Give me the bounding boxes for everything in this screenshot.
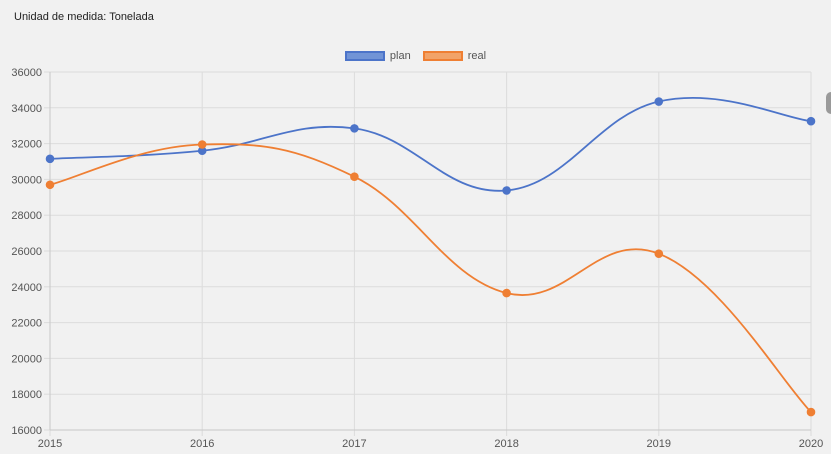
y-tick-label: 22000	[11, 318, 42, 330]
y-tick-label: 28000	[11, 210, 42, 222]
data-point-real-2019	[654, 249, 664, 258]
x-tick-label: 2019	[647, 438, 671, 450]
data-point-real-2016	[197, 140, 207, 149]
data-point-plan-2020	[806, 116, 816, 126]
data-point-plan-2015	[45, 154, 55, 164]
side-scroll-handle[interactable]	[826, 92, 831, 114]
data-point-real-2015	[45, 180, 55, 190]
data-point-real-2017	[350, 172, 359, 182]
data-point-plan-2017	[350, 124, 359, 133]
data-point-plan-2018	[502, 186, 511, 195]
legend-swatch-real	[422, 51, 463, 61]
y-tick-label: 26000	[11, 246, 42, 258]
series-line-real	[49, 143, 812, 413]
x-tick-label: 2016	[190, 438, 214, 450]
unit-of-measure-label: Unidad de medida: Tonelada	[14, 11, 154, 23]
y-tick-label: 34000	[11, 103, 42, 115]
x-tick-label: 2015	[38, 438, 62, 450]
legend-item-plan[interactable]: plan	[344, 50, 411, 62]
x-tick-label: 2018	[494, 438, 518, 450]
series-line-plan	[49, 97, 812, 192]
legend-label-real: real	[467, 50, 487, 62]
y-tick-label: 18000	[11, 389, 42, 401]
data-point-plan-2019	[654, 97, 664, 106]
x-tick-label: 2020	[799, 438, 823, 450]
y-tick-label: 20000	[11, 353, 42, 365]
chart-legend: plan real	[0, 50, 831, 62]
y-tick-label: 30000	[11, 174, 42, 186]
legend-label-plan: plan	[389, 50, 411, 62]
y-tick-label: 32000	[11, 139, 42, 151]
legend-item-real[interactable]: real	[422, 50, 487, 62]
x-tick-label: 2017	[342, 438, 366, 450]
y-tick-label: 36000	[11, 67, 42, 79]
data-point-real-2020	[806, 407, 816, 417]
y-tick-label: 16000	[11, 425, 42, 437]
data-point-real-2018	[502, 288, 511, 298]
y-tick-label: 24000	[11, 282, 42, 294]
legend-swatch-plan	[344, 51, 385, 61]
